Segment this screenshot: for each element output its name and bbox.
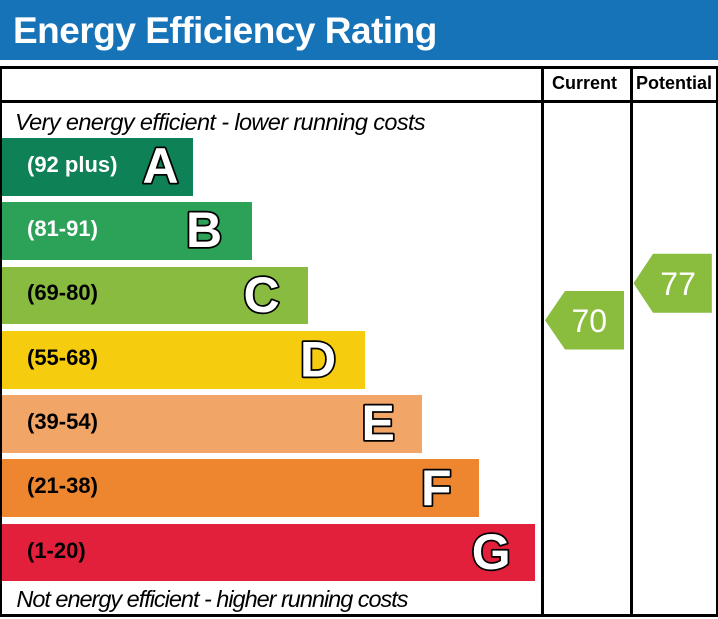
svg-text:D: D: [300, 332, 336, 388]
svg-text:77: 77: [660, 266, 696, 302]
svg-text:C: C: [244, 267, 280, 323]
svg-text:F: F: [421, 460, 452, 516]
svg-text:E: E: [362, 395, 395, 451]
svg-text:70: 70: [572, 303, 608, 339]
svg-text:G: G: [472, 524, 511, 580]
svg-text:B: B: [186, 202, 222, 258]
svg-text:A: A: [143, 138, 179, 194]
